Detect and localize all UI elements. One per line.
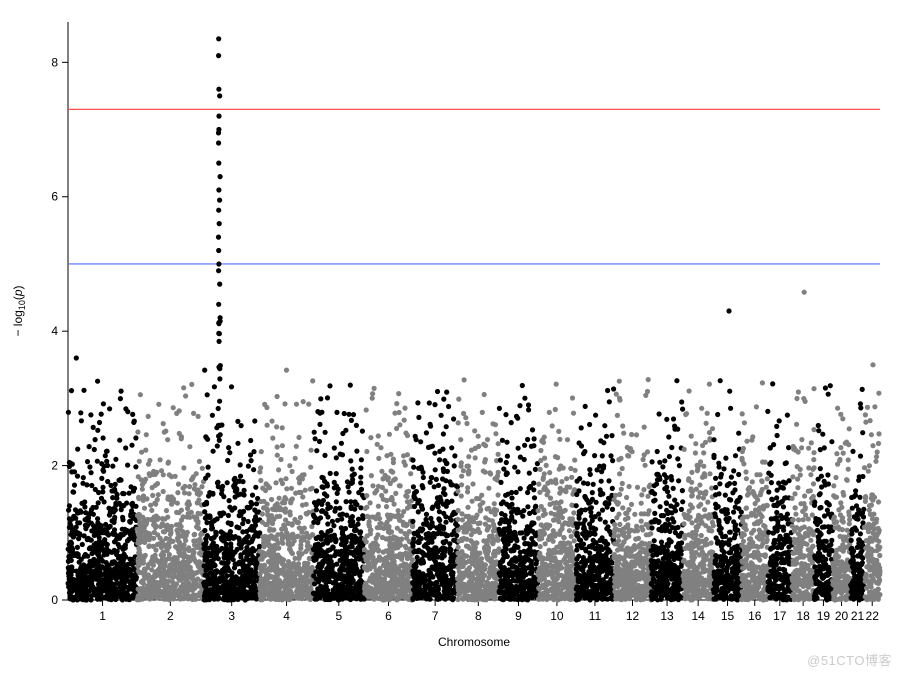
signal-peak-point bbox=[216, 208, 221, 213]
signal-peak-point bbox=[216, 302, 221, 307]
y-tick-label: 2 bbox=[51, 459, 58, 473]
signal-peak-point bbox=[216, 235, 221, 240]
x-tick-label: 14 bbox=[691, 609, 705, 623]
y-tick-label: 0 bbox=[51, 593, 58, 607]
y-tick-label: 6 bbox=[51, 190, 58, 204]
x-tick-label: 3 bbox=[228, 609, 235, 623]
x-tick-label: 18 bbox=[796, 609, 810, 623]
x-tick-label: 13 bbox=[660, 609, 674, 623]
outlier-point bbox=[726, 308, 731, 313]
signal-peak-point bbox=[216, 130, 221, 135]
signal-peak-point bbox=[216, 87, 221, 92]
y-axis-label: − log10(p) bbox=[11, 285, 27, 336]
points-layer bbox=[66, 36, 883, 602]
x-tick-label: 11 bbox=[589, 609, 602, 623]
outlier-point bbox=[802, 290, 807, 295]
x-tick-label: 5 bbox=[335, 609, 342, 623]
x-tick-label: 6 bbox=[385, 609, 392, 623]
signal-peak-point bbox=[216, 248, 221, 253]
signal-peak-point bbox=[216, 114, 221, 119]
x-axis-label: Chromosome bbox=[438, 635, 510, 649]
signal-peak-point bbox=[216, 161, 221, 166]
y-tick-label: 4 bbox=[51, 324, 58, 338]
signal-peak-point bbox=[218, 174, 223, 179]
x-tick-label: 22 bbox=[866, 609, 880, 623]
signal-peak-point bbox=[217, 282, 222, 287]
signal-peak-point bbox=[217, 198, 222, 203]
x-tick-label: 21 bbox=[851, 609, 865, 623]
x-tick-label: 9 bbox=[515, 609, 522, 623]
x-tick-label: 10 bbox=[550, 609, 564, 623]
x-tick-label: 17 bbox=[773, 609, 787, 623]
outlier-point bbox=[284, 368, 289, 373]
x-tick-label: 16 bbox=[748, 609, 762, 623]
outlier-point bbox=[202, 368, 207, 373]
manhattan-plot: 02468− log10(p)1234567891011121314151617… bbox=[0, 0, 900, 675]
watermark-text: @51CTO博客 bbox=[807, 650, 892, 669]
signal-peak-point bbox=[216, 36, 221, 41]
signal-peak-point bbox=[216, 261, 221, 266]
signal-peak-point bbox=[216, 268, 221, 273]
x-tick-label: 8 bbox=[475, 609, 482, 623]
outlier-point bbox=[870, 362, 875, 367]
x-tick-label: 20 bbox=[835, 609, 849, 623]
x-tick-label: 19 bbox=[817, 609, 831, 623]
x-tick-label: 7 bbox=[432, 609, 439, 623]
y-tick-label: 8 bbox=[51, 55, 58, 69]
x-tick-label: 4 bbox=[283, 609, 290, 623]
signal-peak-point bbox=[216, 53, 221, 58]
x-tick-label: 2 bbox=[167, 609, 174, 623]
x-tick-label: 15 bbox=[721, 609, 735, 623]
signal-peak-point bbox=[216, 187, 221, 192]
signal-peak-point bbox=[217, 93, 222, 98]
outlier-point bbox=[74, 355, 79, 360]
signal-peak-point bbox=[216, 140, 221, 145]
x-tick-label: 1 bbox=[99, 609, 106, 623]
signal-peak-point bbox=[217, 221, 222, 226]
x-tick-label: 12 bbox=[626, 609, 640, 623]
